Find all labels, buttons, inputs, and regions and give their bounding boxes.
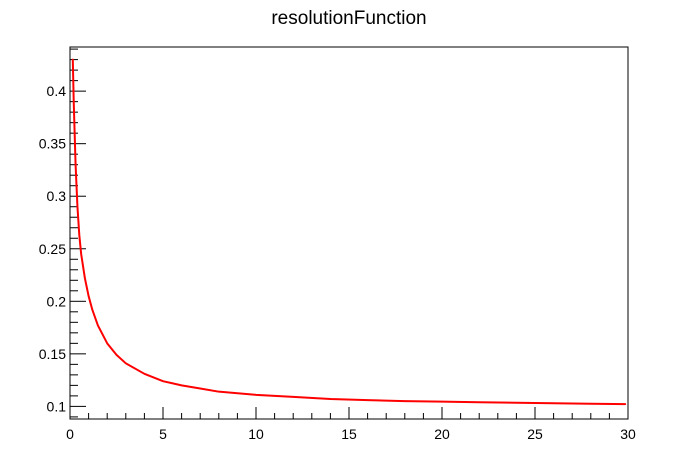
- x-tick-label: 5: [159, 426, 167, 442]
- x-minor-ticks: [88, 413, 610, 419]
- y-minor-ticks: [70, 48, 78, 418]
- y-tick-labels: 0.1 0.15 0.2 0.25 0.3 0.35 0.4: [39, 83, 66, 414]
- chart-title: resolutionFunction: [271, 8, 426, 29]
- x-tick-label: 15: [341, 426, 357, 442]
- y-major-ticks: [70, 90, 86, 407]
- x-tick-label: 0: [66, 426, 74, 442]
- x-tick-label: 10: [248, 426, 264, 442]
- x-tick-labels: 0 5 10 15 20 25 30: [66, 426, 636, 442]
- x-tick-label: 30: [620, 426, 636, 442]
- x-tick-label: 25: [527, 426, 543, 442]
- series-layer: [71, 58, 627, 406]
- plot-area: 0 5 10 15 20 25 30 0.1 0.15 0.2 0.25 0.3 0.35 0.4: [39, 46, 636, 442]
- x-tick-label: 20: [434, 426, 450, 442]
- y-tick-label: 0.3: [47, 188, 67, 204]
- y-tick-label: 0.2: [47, 293, 67, 309]
- series-line: [71, 58, 627, 406]
- y-tick-label: 0.4: [47, 83, 67, 99]
- y-tick-label: 0.35: [39, 136, 66, 152]
- y-tick-label: 0.25: [39, 241, 66, 257]
- y-tick-label: 0.15: [39, 346, 66, 362]
- y-tick-label: 0.1: [47, 398, 67, 414]
